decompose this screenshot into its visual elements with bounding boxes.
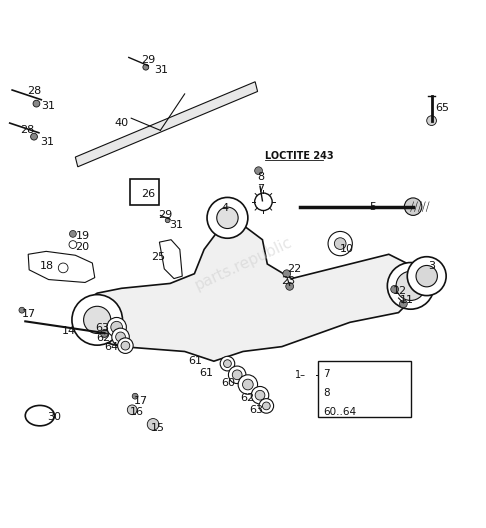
Text: 28: 28	[20, 125, 35, 135]
Circle shape	[286, 282, 294, 290]
Text: 63: 63	[249, 405, 263, 415]
Text: 64: 64	[104, 342, 119, 352]
Circle shape	[101, 329, 108, 337]
Text: 31: 31	[155, 64, 169, 74]
Text: 8: 8	[323, 388, 330, 398]
Circle shape	[396, 271, 425, 300]
Text: 26: 26	[141, 188, 155, 199]
Circle shape	[328, 231, 352, 256]
Circle shape	[232, 370, 242, 380]
Text: 12: 12	[393, 286, 407, 296]
Polygon shape	[75, 82, 258, 167]
Text: 15: 15	[151, 423, 165, 433]
Text: 7: 7	[323, 369, 330, 379]
Circle shape	[243, 379, 253, 390]
Circle shape	[84, 306, 111, 334]
Text: 5: 5	[369, 202, 376, 212]
Circle shape	[217, 207, 238, 229]
Text: 29: 29	[141, 55, 155, 65]
Circle shape	[107, 317, 126, 337]
Bar	[318, 361, 411, 417]
Text: 11: 11	[399, 296, 414, 306]
Circle shape	[165, 218, 170, 223]
Text: 20: 20	[75, 242, 89, 252]
Circle shape	[283, 270, 291, 278]
Polygon shape	[83, 225, 413, 361]
Text: 19: 19	[75, 231, 89, 241]
Text: 60..64: 60..64	[323, 407, 356, 417]
Text: 22: 22	[287, 264, 301, 274]
Text: LOCTITE 243: LOCTITE 243	[265, 151, 333, 161]
Text: 31: 31	[41, 101, 55, 111]
Circle shape	[19, 307, 25, 313]
Text: 4: 4	[221, 203, 228, 213]
Text: 28: 28	[27, 87, 41, 97]
Circle shape	[118, 338, 133, 353]
Circle shape	[143, 64, 149, 70]
Circle shape	[255, 390, 265, 400]
Circle shape	[255, 167, 262, 175]
Circle shape	[391, 285, 399, 293]
Circle shape	[416, 266, 437, 287]
Text: 62: 62	[241, 393, 255, 403]
Text: 18: 18	[40, 261, 54, 271]
Circle shape	[147, 419, 159, 430]
Circle shape	[220, 356, 235, 371]
Text: 63: 63	[95, 323, 109, 333]
Circle shape	[72, 295, 122, 345]
Text: 16: 16	[130, 407, 144, 417]
Text: 17: 17	[22, 308, 36, 318]
Text: 31: 31	[40, 137, 54, 147]
Text: 40: 40	[114, 118, 128, 128]
Text: 3: 3	[429, 261, 435, 271]
Circle shape	[387, 262, 434, 309]
Text: 30: 30	[48, 412, 62, 422]
Circle shape	[404, 198, 422, 215]
Circle shape	[31, 133, 37, 140]
Circle shape	[207, 197, 248, 238]
Text: 62: 62	[96, 333, 110, 343]
Text: 31: 31	[169, 220, 183, 230]
Circle shape	[238, 375, 258, 394]
Text: 61: 61	[199, 369, 213, 379]
Text: 14: 14	[62, 326, 76, 336]
Text: 10: 10	[340, 244, 354, 254]
Circle shape	[399, 300, 407, 308]
Circle shape	[127, 405, 137, 414]
Text: 1–: 1–	[295, 370, 306, 380]
Circle shape	[224, 360, 231, 367]
Text: 61: 61	[189, 356, 203, 366]
Circle shape	[111, 322, 122, 333]
Circle shape	[33, 100, 40, 107]
Circle shape	[112, 328, 129, 346]
Text: parts.republic: parts.republic	[192, 235, 294, 293]
Text: 65: 65	[435, 103, 449, 114]
Text: 29: 29	[158, 210, 172, 220]
Text: 8: 8	[258, 172, 265, 182]
Circle shape	[69, 230, 76, 237]
Circle shape	[251, 386, 269, 404]
Text: 7: 7	[257, 184, 264, 194]
Text: 25: 25	[151, 252, 165, 262]
Text: 23: 23	[281, 276, 295, 286]
Circle shape	[427, 116, 436, 126]
Circle shape	[259, 399, 274, 413]
Text: 60: 60	[221, 378, 235, 388]
Circle shape	[228, 366, 246, 383]
Circle shape	[116, 332, 125, 342]
Text: 17: 17	[134, 396, 148, 406]
Circle shape	[407, 257, 446, 296]
Circle shape	[334, 238, 346, 249]
Circle shape	[121, 341, 130, 350]
Circle shape	[132, 393, 138, 399]
Circle shape	[262, 402, 270, 410]
